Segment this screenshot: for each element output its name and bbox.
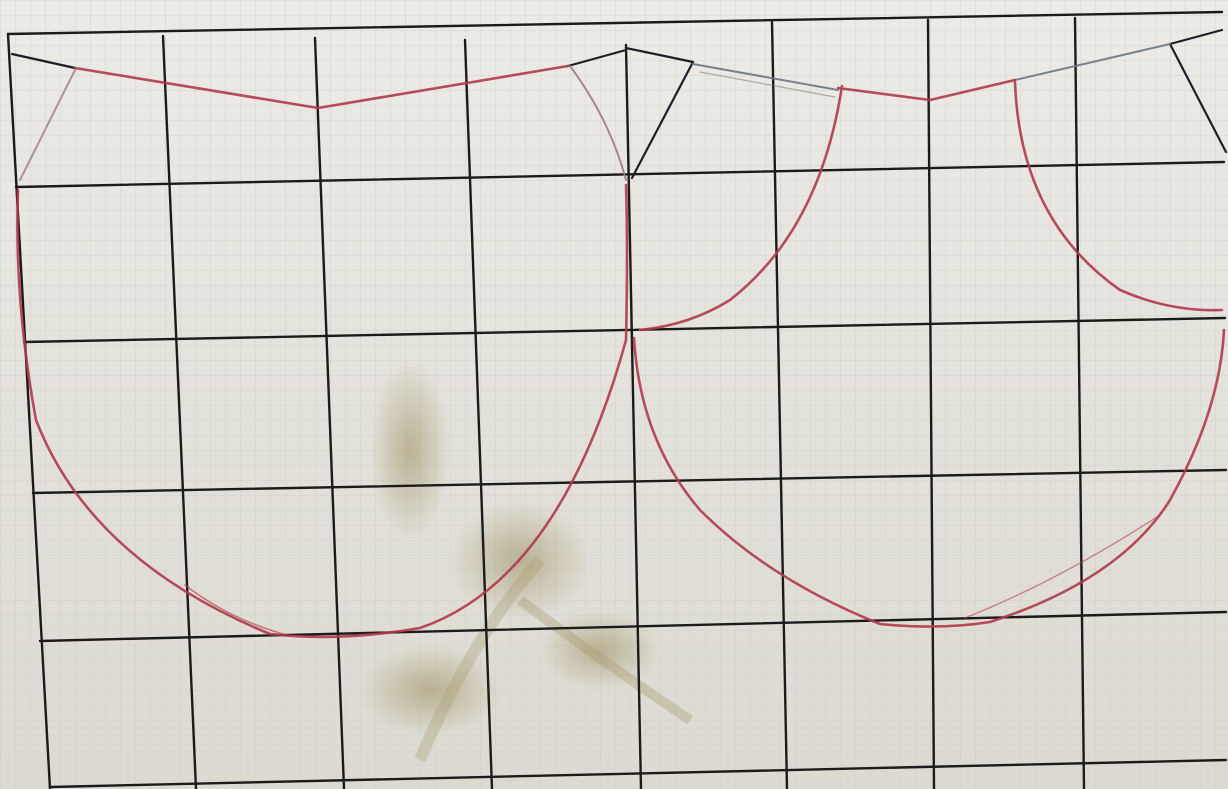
main-grid: [6, 10, 1228, 789]
water-stain: [360, 360, 693, 763]
grey-guide-lines: [692, 43, 1171, 98]
top-edge-ink: [10, 28, 1228, 180]
red-pattern-curves: [16, 64, 1226, 639]
